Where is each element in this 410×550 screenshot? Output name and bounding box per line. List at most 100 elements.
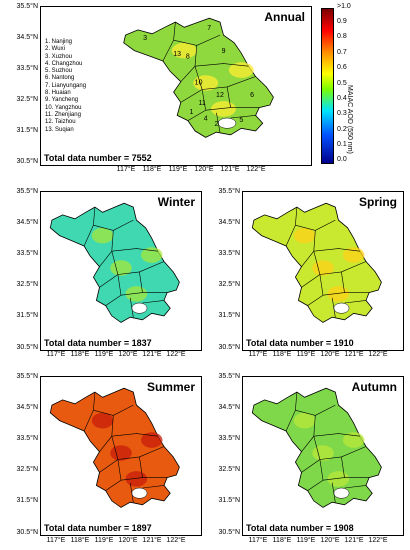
panel-title: Summer xyxy=(146,380,195,394)
city-boundary xyxy=(295,404,336,416)
lon-label: 122°E xyxy=(166,351,186,358)
lat-label: 30.5°N xyxy=(218,529,240,536)
panel-title: Annual xyxy=(264,10,305,24)
legend-item: 4. Changzhou xyxy=(45,60,83,67)
map-panel-spring: Spring Total data number = 1910 xyxy=(242,191,404,351)
lat-label: 31.5°N xyxy=(218,312,240,319)
lon-label: 122°E xyxy=(368,351,388,358)
lon-label: 121°E xyxy=(344,351,364,358)
city-boundary xyxy=(285,392,298,432)
city-boundary xyxy=(105,459,122,491)
lon-label: 119°E xyxy=(94,537,114,544)
city-number: 10 xyxy=(195,79,203,86)
aod-patch xyxy=(312,260,334,276)
city-number: 6 xyxy=(250,92,254,99)
total-data-number: Total data number = 1837 xyxy=(44,338,152,348)
lat-label: 32.5°N xyxy=(16,96,38,103)
city-boundary xyxy=(319,261,367,275)
total-data-number: Total data number = 1910 xyxy=(246,338,354,348)
colorbar-tick: 0.9 xyxy=(337,18,347,25)
aod-patch xyxy=(91,412,114,429)
lat-label: 33.5°N xyxy=(16,435,38,442)
panel-title: Spring xyxy=(359,195,397,209)
lat-label: 35.5°N xyxy=(218,188,240,195)
lon-label: 119°E xyxy=(94,351,114,358)
city-boundary xyxy=(111,433,158,437)
taihu-lake xyxy=(217,117,237,129)
city-boundary xyxy=(120,477,143,481)
lat-label: 32.5°N xyxy=(16,466,38,473)
city-boundary xyxy=(307,459,324,491)
aod-patch xyxy=(327,471,350,487)
lat-label: 31.5°N xyxy=(16,127,38,134)
aod-patch xyxy=(211,101,236,117)
lon-label: 121°E xyxy=(142,537,162,544)
legend-item: 7. Lianyungang xyxy=(45,82,87,89)
taihu-lake xyxy=(131,487,148,499)
lat-label: 35.5°N xyxy=(16,3,38,10)
lon-label: 119°E xyxy=(296,537,316,544)
lon-label: 120°E xyxy=(194,166,214,173)
colorbar-tick: 0.2 xyxy=(337,126,347,133)
colorbar-tick: 0.5 xyxy=(337,80,347,87)
city-legend: 1. Nanjing 2. Wuxi 3. Xuzhou 4. Changzho… xyxy=(45,39,86,134)
lon-label: 122°E xyxy=(166,537,186,544)
aod-patch xyxy=(293,227,316,244)
city-boundary xyxy=(129,297,134,318)
city-boundary xyxy=(344,300,367,304)
lon-label: 121°E xyxy=(142,351,162,358)
colorbar-tick: 0.4 xyxy=(337,95,347,102)
city-boundary xyxy=(322,477,345,481)
lat-label: 34.5°N xyxy=(16,219,38,226)
lon-label: 117°E xyxy=(116,166,136,173)
aod-patch xyxy=(91,227,114,244)
province-map xyxy=(49,387,180,508)
city-boundary xyxy=(120,292,143,296)
legend-item: 10. Yangzhou xyxy=(45,104,82,111)
lat-label: 32.5°N xyxy=(218,466,240,473)
lon-label: 118°E xyxy=(272,351,292,358)
lon-label: 120°E xyxy=(118,537,138,544)
lon-label: 118°E xyxy=(142,166,162,173)
aod-patch xyxy=(110,445,132,461)
city-boundary xyxy=(83,207,96,247)
city-boundary xyxy=(205,107,231,111)
city-boundary xyxy=(301,436,321,473)
city-number: 2 xyxy=(214,121,218,128)
lat-label: 34.5°N xyxy=(16,404,38,411)
city-boundary xyxy=(111,248,158,252)
taihu-lake xyxy=(131,302,148,314)
total-data-number: Total data number = 7552 xyxy=(44,153,152,163)
city-number: 9 xyxy=(222,48,226,55)
lat-label: 35.5°N xyxy=(218,373,240,380)
lat-label: 33.5°N xyxy=(16,65,38,72)
aod-patch xyxy=(171,42,197,59)
city-boundary xyxy=(322,292,345,296)
taihu-lake xyxy=(333,302,350,314)
lat-label: 34.5°N xyxy=(16,34,38,41)
lat-label: 30.5°N xyxy=(16,529,38,536)
city-boundary xyxy=(142,485,165,489)
lon-label: 118°E xyxy=(70,351,90,358)
city-boundary xyxy=(117,446,165,460)
legend-item: 9. Yancheng xyxy=(45,97,79,104)
lat-label: 33.5°N xyxy=(218,435,240,442)
total-data-number: Total data number = 1897 xyxy=(44,523,152,533)
legend-item: 1. Nanjing xyxy=(45,39,73,45)
province-map xyxy=(251,202,382,323)
lat-label: 30.5°N xyxy=(16,344,38,351)
lon-label: 120°E xyxy=(320,537,340,544)
colorbar-tick: 0.1 xyxy=(337,141,347,148)
colorbar-tick: 0.3 xyxy=(337,110,347,117)
legend-item: 3. Xuzhou xyxy=(45,53,73,60)
city-boundary xyxy=(230,115,256,119)
colorbar-tick: 0.7 xyxy=(337,49,347,56)
lon-label: 119°E xyxy=(296,351,316,358)
city-boundary xyxy=(319,446,367,460)
lat-label: 34.5°N xyxy=(218,219,240,226)
city-boundary xyxy=(93,404,134,416)
lat-label: 31.5°N xyxy=(16,497,38,504)
city-number: 12 xyxy=(216,92,224,99)
lon-label: 120°E xyxy=(320,351,340,358)
legend-item: 12. Taizhou xyxy=(45,119,76,126)
